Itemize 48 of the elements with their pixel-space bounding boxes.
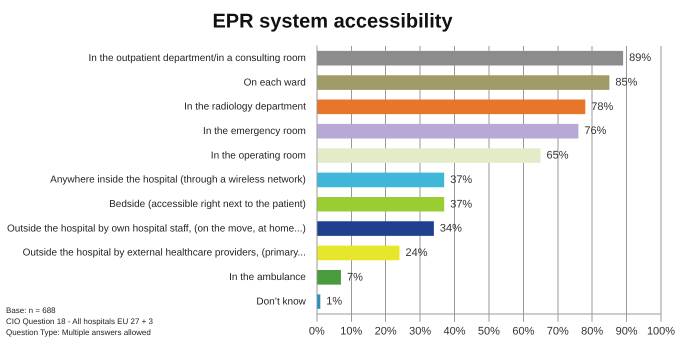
y-tick-label: On each ward	[244, 77, 306, 88]
x-tick-label: 80%	[581, 325, 604, 338]
bar	[317, 221, 434, 236]
data-label: 89%	[629, 52, 652, 64]
x-tick-label: 0%	[308, 325, 326, 338]
data-label: 85%	[615, 76, 638, 89]
data-label: 1%	[326, 296, 342, 308]
x-tick-label: 10%	[340, 325, 362, 338]
y-tick-label: In the operating room	[210, 150, 306, 162]
x-tick-label: 60%	[512, 325, 535, 338]
x-tick-label: 90%	[616, 325, 638, 338]
data-label: 76%	[584, 125, 607, 138]
bar	[317, 294, 320, 309]
x-tick-label: 40%	[444, 325, 466, 338]
bar	[317, 172, 444, 188]
y-tick-label: Outside the hospital by external healthcare providers, (primary...	[22, 248, 306, 259]
text: Question Type: Multiple answers allowed	[6, 327, 152, 338]
text: Base: n = 688	[6, 305, 57, 316]
data-label: 34%	[440, 222, 462, 235]
bar	[317, 148, 541, 163]
x-tick-label: 30%	[409, 325, 432, 338]
chart-title: EPR system accessibility	[212, 10, 454, 33]
bar	[317, 196, 444, 212]
data-label: 24%	[405, 246, 428, 259]
x-tick-label: 100%	[646, 325, 676, 338]
bar	[317, 75, 610, 90]
y-tick-label: Bedside (accessible right next to the patient)	[109, 198, 306, 210]
data-label: 78%	[591, 100, 614, 113]
text: CIO Question 18 - All hospitals EU 27 + 3	[6, 316, 153, 327]
data-label: 37%	[450, 198, 472, 210]
data-label: 7%	[346, 271, 364, 284]
y-tick-label: In the emergency room	[203, 126, 306, 137]
y-tick-label: Don’t know	[256, 296, 307, 308]
data-label: 37%	[450, 174, 472, 186]
x-tick-label: 70%	[546, 325, 569, 338]
x-tick-label: 50%	[478, 325, 500, 338]
y-tick-label: In the ambulance	[229, 272, 306, 284]
data-label: 65%	[546, 150, 569, 162]
x-tick-label: 20%	[374, 325, 397, 338]
bar	[317, 270, 341, 285]
bar	[317, 124, 578, 139]
bar	[317, 50, 624, 66]
bar	[317, 246, 400, 260]
y-tick-label: Anywhere inside the hospital (through a wireless network)	[50, 174, 306, 186]
y-tick-label: Outside the hospital by own hospital staff, (on the move, at home...)	[6, 223, 306, 234]
y-tick-label: In the radiology department	[184, 102, 306, 113]
y-tick-label: In the outpatient department/in a consulting room	[88, 52, 306, 64]
bar	[317, 100, 586, 114]
